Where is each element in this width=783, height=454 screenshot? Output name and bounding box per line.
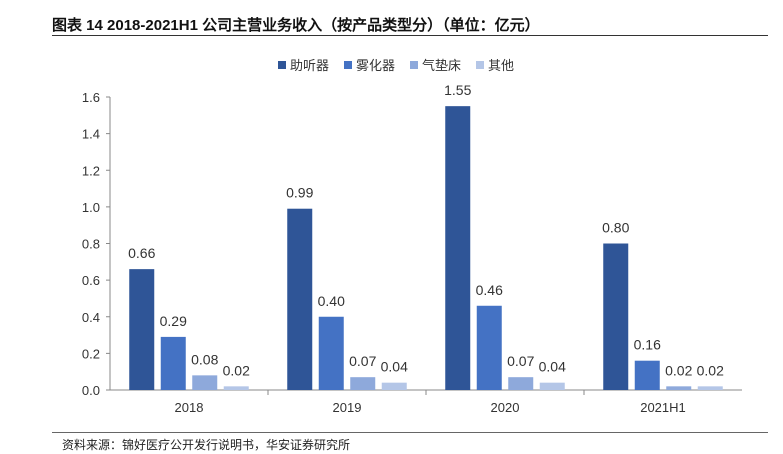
bar-助听器 [287,208,313,390]
data-label: 0.80 [602,220,629,236]
legend-swatch [278,61,286,69]
y-tick-label: 0.6 [82,273,100,288]
x-tick-label: 2021H1 [640,400,686,415]
y-tick-label: 1.0 [82,200,100,215]
legend-swatch [410,61,418,69]
bar-其他 [381,382,407,390]
bar-其他 [539,382,565,390]
bar-气垫床 [350,377,376,390]
data-label: 0.07 [507,353,534,369]
legend-swatch [344,61,352,69]
x-tick-label: 2019 [333,400,362,415]
bar-气垫床 [666,386,692,390]
legend-label: 其他 [488,58,514,73]
data-label: 0.40 [318,293,345,309]
x-tick-label: 2020 [491,400,520,415]
data-label: 0.04 [539,359,566,375]
chart-title: 图表 14 2018-2021H1 公司主营业务收入（按产品类型分）（单位：亿元… [52,17,540,34]
data-label: 0.04 [381,359,408,375]
x-tick-label: 2018 [175,400,204,415]
footer-divider [52,432,768,433]
bar-气垫床 [192,375,218,390]
data-label: 0.66 [128,245,155,261]
data-label: 0.46 [476,282,503,298]
data-label: 0.07 [349,353,376,369]
bar-雾化器 [318,316,344,390]
bar-助听器 [129,269,155,390]
y-tick-label: 0.2 [82,346,100,361]
y-tick-label: 0.0 [82,383,100,398]
legend-label: 雾化器 [356,58,395,73]
data-label: 0.16 [634,337,661,353]
legend-label: 气垫床 [422,58,461,73]
legend-label: 助听器 [290,58,329,73]
bar-其他 [223,386,249,390]
source-note: 资料来源：锦好医疗公开发行说明书，华安证券研究所 [62,438,351,452]
data-label: 0.08 [191,351,218,367]
data-label: 1.55 [444,82,471,98]
data-label: 0.02 [223,362,250,378]
y-tick-label: 1.4 [82,127,100,142]
data-label: 0.29 [160,313,187,329]
bar-气垫床 [508,377,534,390]
y-tick-label: 0.8 [82,237,100,252]
bar-雾化器 [634,360,660,390]
bar-雾化器 [160,336,186,390]
bar-助听器 [445,106,471,390]
legend-swatch [476,61,484,69]
data-label: 0.02 [665,362,692,378]
y-tick-label: 1.2 [82,163,100,178]
y-tick-label: 1.6 [82,90,100,105]
title-divider [52,35,768,36]
data-label: 0.99 [286,185,313,201]
bar-雾化器 [476,305,502,390]
bar-其他 [697,386,723,390]
bar-助听器 [603,243,629,390]
y-tick-label: 0.4 [82,310,100,325]
data-label: 0.02 [697,362,724,378]
